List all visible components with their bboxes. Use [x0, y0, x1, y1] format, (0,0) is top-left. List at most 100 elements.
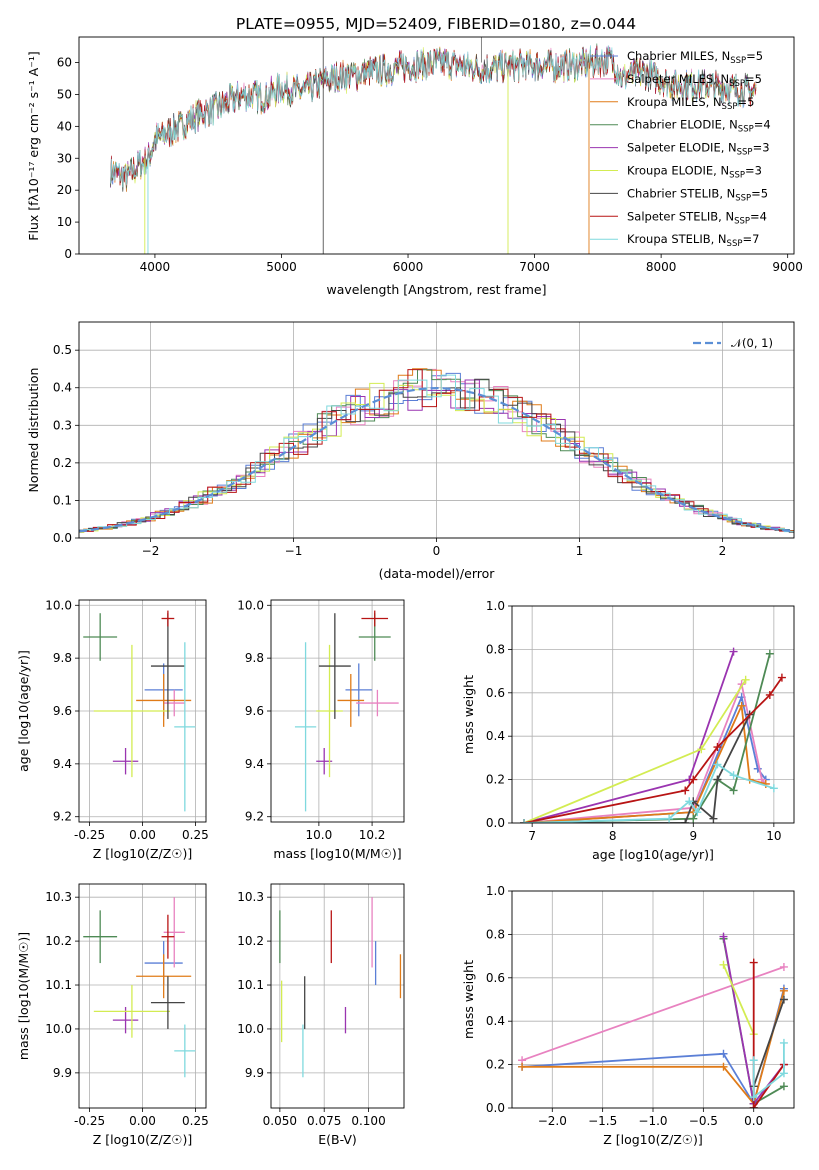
- weight-marker: [777, 673, 786, 682]
- residuals-ytick-label: 0.0: [53, 531, 72, 545]
- weight-vs-Z-xtick-label: −1.5: [588, 1114, 617, 1128]
- spectrum-plot: [110, 37, 757, 254]
- weight-marker: [779, 1069, 788, 1078]
- weight-marker: [693, 808, 702, 817]
- age-vs-Z-plot: [83, 610, 196, 812]
- mass-vs-EBV-xtick-label: 0.050: [263, 1114, 297, 1128]
- age-vs-Z-xtick-label: 0.00: [129, 828, 156, 842]
- spectrum-ytick-label: 30: [57, 151, 72, 165]
- weight-marker: [518, 1062, 527, 1071]
- weight-marker: [765, 690, 774, 699]
- weight-marker: [741, 675, 750, 684]
- weight-vs-Z-ytick-label: 0.6: [486, 971, 505, 985]
- residuals-ytick-label: 0.2: [53, 456, 72, 470]
- weight-marker: [779, 962, 788, 971]
- age-vs-Z-xtick-label: -0.25: [74, 828, 105, 842]
- residuals-ytick-label: 0.5: [53, 343, 72, 357]
- spectrum-ytick-label: 10: [57, 215, 72, 229]
- weight-marker: [689, 814, 698, 823]
- age-vs-Z-ytick-label: 9.8: [53, 651, 72, 665]
- weight-vs-Z-ytick-label: 0.4: [486, 1014, 505, 1028]
- spectrum-xtick-label: 6000: [393, 260, 424, 274]
- weight-vs-age-ytick-label: 0.4: [486, 729, 505, 743]
- weight-marker: [665, 814, 674, 823]
- weight-marker: [729, 771, 738, 780]
- weight-marker: [749, 1056, 758, 1065]
- weight-vs-age-ytick-label: 0.2: [486, 773, 505, 787]
- weight-marker: [779, 986, 788, 995]
- weight-vs-Z-xtick-label: −1.0: [638, 1114, 667, 1128]
- weight-marker: [520, 819, 529, 823]
- y-axis-label: age [log10(age/yr)]: [16, 650, 31, 772]
- weight-vs-age-ytick-label: 0.0: [486, 816, 505, 830]
- legend-entry: Chabrier MILES, NSSP=5: [627, 49, 763, 66]
- age-vs-mass-ytick-label: 10.0: [237, 598, 264, 612]
- weight-line: [522, 990, 785, 1105]
- spectrum-xtick-label: 9000: [772, 260, 803, 274]
- x-axis-label: wavelength [Angstrom, rest frame]: [326, 282, 546, 297]
- weight-marker: [689, 775, 698, 784]
- weight-vs-Z-ytick-label: 1.0: [486, 884, 505, 898]
- residuals-xtick-label: 1: [576, 544, 584, 558]
- weight-marker: [737, 701, 746, 710]
- mass-vs-Z-ytick-label: 10.0: [45, 1022, 72, 1036]
- mass-vs-EBV-plot: [279, 897, 402, 1078]
- y-axis-label: Flux [fλ10⁻¹⁷ erg cm⁻² s⁻¹ A⁻¹]: [26, 51, 41, 240]
- weight-marker: [681, 819, 690, 823]
- spectrum-line: [110, 45, 757, 188]
- weight-marker: [719, 1049, 728, 1058]
- age-vs-Z-ytick-label: 9.2: [53, 810, 72, 824]
- residuals-ytick-label: 0.1: [53, 493, 72, 507]
- weight-vs-Z-xtick-label: −2.0: [538, 1114, 567, 1128]
- weight-vs-age-frame: [511, 605, 795, 824]
- age-vs-mass-ytick-label: 9.8: [245, 651, 264, 665]
- mass-vs-EBV-ytick-label: 10.1: [237, 978, 264, 992]
- weight-vs-age-ytick-label: 0.6: [486, 686, 505, 700]
- weight-marker: [749, 1093, 758, 1102]
- spectrum-ytick-label: 0: [64, 247, 72, 261]
- weight-line: [752, 962, 785, 1108]
- residuals-plot: [79, 368, 794, 534]
- x-axis-label: Z [log10(Z/Z☉)]: [93, 1132, 193, 1147]
- age-vs-mass-ytick-label: 9.4: [245, 757, 264, 771]
- weight-line: [752, 1042, 785, 1099]
- weight-vs-Z-ytick-label: 0.2: [486, 1058, 505, 1072]
- weight-marker: [729, 647, 738, 656]
- spectrum-xtick-label: 7000: [519, 260, 550, 274]
- weight-marker: [681, 786, 690, 795]
- weight-vs-age-xtick-label: 9: [689, 829, 697, 843]
- x-axis-label: mass [log10(M/M☉)]: [273, 846, 401, 861]
- spectrum-xtick-label: 5000: [266, 260, 297, 274]
- spectrum-xtick-label: 4000: [140, 260, 171, 274]
- y-axis-label: Normed distribution: [26, 368, 41, 493]
- weight-marker: [713, 775, 722, 784]
- mass-vs-EBV-frame: [270, 883, 405, 1109]
- spectrum-ytick-label: 20: [57, 183, 72, 197]
- weight-marker: [719, 960, 728, 969]
- x-axis-label: age [log10(age/yr)]: [592, 847, 714, 862]
- y-axis-label: mass weight: [461, 960, 476, 1039]
- normal-curve: [79, 386, 794, 533]
- age-vs-mass-ytick-label: 9.2: [245, 810, 264, 824]
- weight-vs-Z-plot: [518, 932, 788, 1108]
- legend-entry: Chabrier STELIB, NSSP=5: [627, 186, 768, 203]
- weight-line: [521, 966, 785, 1062]
- age-vs-Z-ytick-label: 9.6: [53, 704, 72, 718]
- mass-vs-Z-ytick-label: 10.1: [45, 978, 72, 992]
- weight-line: [523, 677, 783, 823]
- weight-vs-age-ytick-label: 1.0: [486, 599, 505, 613]
- mass-vs-EBV-xtick-label: 0.100: [351, 1114, 385, 1128]
- weight-line: [722, 964, 755, 1035]
- age-vs-mass-frame: [270, 599, 405, 823]
- weight-marker: [709, 814, 718, 823]
- residuals-xtick-label: 2: [719, 544, 727, 558]
- mass-vs-EBV-ytick-label: 9.9: [245, 1066, 264, 1080]
- chart-title: PLATE=0955, MJD=52409, FIBERID=0180, z=0…: [236, 15, 636, 33]
- legend-entry: Salpeter MILES, NSSP=5: [627, 72, 762, 89]
- x-axis-label: Z [log10(Z/Z☉)]: [93, 846, 193, 861]
- age-vs-Z-xtick-label: 0.25: [182, 828, 209, 842]
- mass-vs-Z-xtick-label: 0.25: [182, 1114, 209, 1128]
- x-axis-label: Z [log10(Z/Z☉)]: [603, 1132, 703, 1147]
- weight-vs-age-xtick-label: 7: [528, 829, 536, 843]
